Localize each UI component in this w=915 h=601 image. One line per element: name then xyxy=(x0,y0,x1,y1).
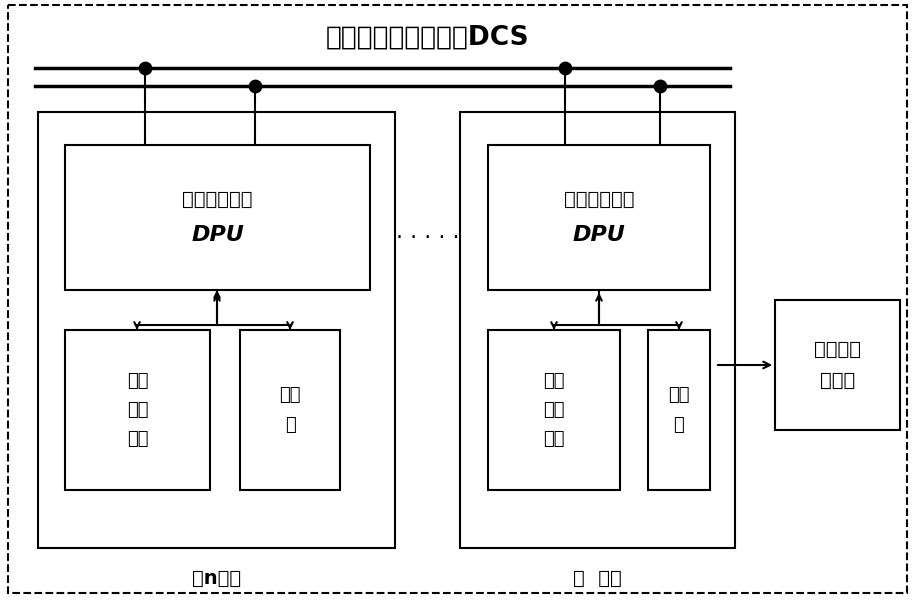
Text: 第n柜体: 第n柜体 xyxy=(192,569,241,588)
Text: · · · · ·: · · · · · xyxy=(396,228,459,248)
Point xyxy=(652,81,667,91)
Text: DPU: DPU xyxy=(573,225,626,245)
Text: 通信
卡: 通信 卡 xyxy=(668,386,690,433)
Text: 分散处理单元: 分散处理单元 xyxy=(564,189,634,209)
Text: 通信
卡: 通信 卡 xyxy=(279,386,301,433)
Text: 输入
输出
模块: 输入 输出 模块 xyxy=(127,372,148,448)
Bar xyxy=(38,112,395,548)
Bar xyxy=(775,300,900,430)
Text: 第  柜体: 第 柜体 xyxy=(573,569,622,588)
Text: 现场分布式控制系统DCS: 现场分布式控制系统DCS xyxy=(326,25,529,51)
Text: 输入
输出
模块: 输入 输出 模块 xyxy=(544,372,565,448)
Point xyxy=(557,63,572,73)
Bar xyxy=(240,330,340,490)
Bar xyxy=(648,330,710,490)
Point xyxy=(137,63,152,73)
Bar xyxy=(488,145,710,290)
Text: 分散处理单元: 分散处理单元 xyxy=(182,189,253,209)
Text: DPU: DPU xyxy=(191,225,244,245)
Bar xyxy=(460,112,735,548)
Text: 工业控制
计算机: 工业控制 计算机 xyxy=(814,340,861,390)
Bar xyxy=(488,330,620,490)
Bar xyxy=(65,145,370,290)
Point xyxy=(248,81,263,91)
Bar xyxy=(65,330,210,490)
